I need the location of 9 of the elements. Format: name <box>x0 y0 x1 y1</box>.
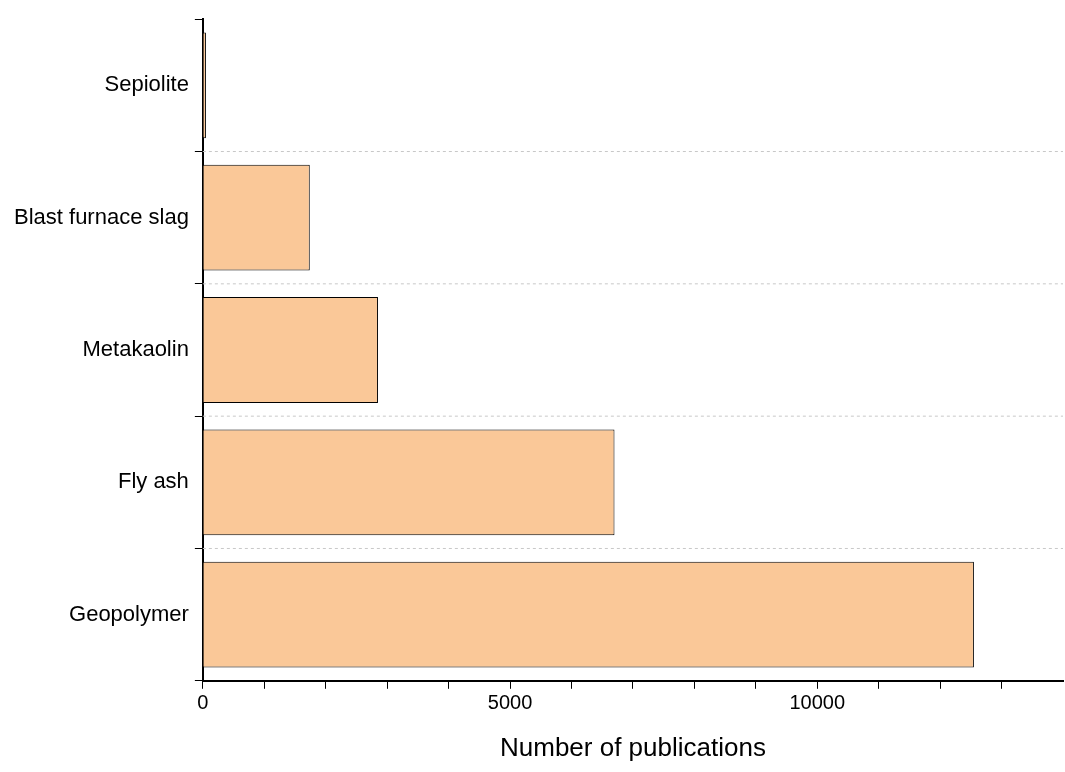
x-tick-label: 10000 <box>789 691 846 714</box>
y-tick-label: Geopolymer <box>69 600 189 626</box>
y-tick-label: Fly ash <box>117 468 189 494</box>
x-axis-title: Number of publications <box>499 731 766 762</box>
y-tick-label: Blast furnace slag <box>14 203 189 229</box>
x-tick-label: 0 <box>197 691 209 714</box>
y-tick-label: Metakaolin <box>82 336 189 362</box>
x-tick-label: 5000 <box>487 691 533 714</box>
y-tick-label: Sepiolite <box>104 71 189 97</box>
